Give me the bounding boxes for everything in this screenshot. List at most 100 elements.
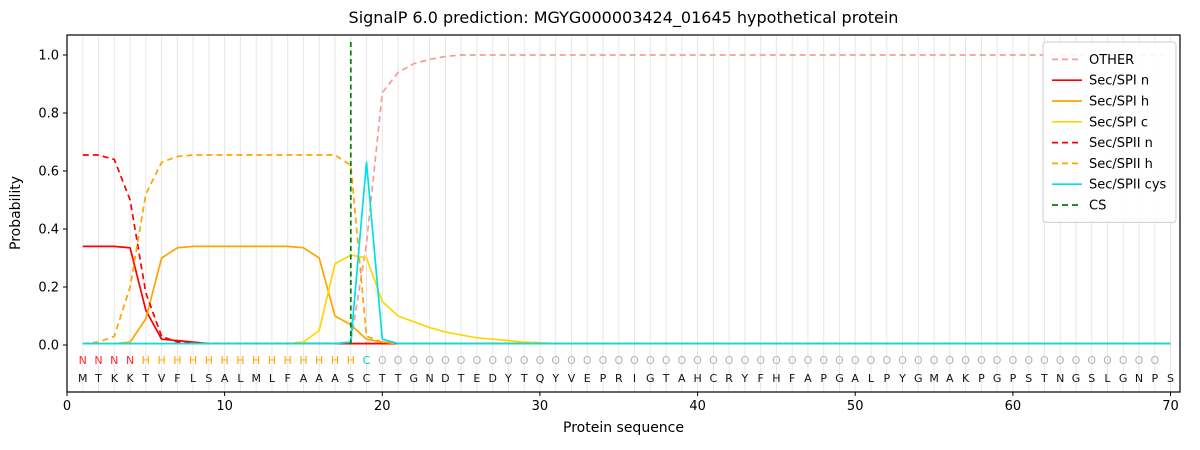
residue-letter: R — [615, 372, 623, 385]
y-tick-label: 0.6 — [38, 165, 59, 180]
series-line-sec-spii-h — [82, 154, 1171, 345]
residue-letter: S — [1088, 372, 1095, 385]
region-letter: O — [1119, 354, 1128, 367]
residue-letter: A — [851, 372, 859, 385]
residue-letter: M — [929, 372, 939, 385]
region-letter: O — [1009, 354, 1018, 367]
residue-letter: H — [693, 372, 701, 385]
residue-letter: T — [457, 372, 465, 385]
residue-letter: A — [804, 372, 812, 385]
region-letter: O — [583, 354, 592, 367]
residue-letter: N — [1135, 372, 1143, 385]
residue-letter: N — [425, 372, 433, 385]
region-letter: N — [94, 354, 102, 367]
residue-letter: L — [1104, 372, 1111, 385]
region-letter: O — [425, 354, 434, 367]
x-tick-label: 20 — [374, 399, 391, 414]
region-letter: O — [409, 354, 418, 367]
residue-letter: M — [78, 372, 88, 385]
residue-letter: K — [962, 372, 970, 385]
region-letter: O — [788, 354, 797, 367]
region-letter: O — [945, 354, 954, 367]
region-letter: O — [504, 354, 513, 367]
residue-letter: P — [978, 372, 985, 385]
series-line-sec-spi-c — [82, 254, 1171, 345]
region-letter: H — [189, 354, 197, 367]
legend-label: Sec/SPI h — [1089, 95, 1149, 110]
residue-letter: S — [205, 372, 212, 385]
residue-letter: L — [269, 372, 276, 385]
region-letter: O — [457, 354, 466, 367]
region-letter: O — [804, 354, 813, 367]
region-letter: O — [1135, 354, 1144, 367]
residue-letter: T — [94, 372, 102, 385]
region-letter: H — [315, 354, 323, 367]
region-letter: O — [882, 354, 891, 367]
axes-border — [66, 34, 1181, 393]
y-axis-label: Probability — [8, 175, 24, 251]
residue-letter: V — [568, 372, 576, 385]
x-tick-label: 70 — [1162, 399, 1179, 414]
residue-letter: P — [820, 372, 827, 385]
residue-letter: T — [394, 372, 402, 385]
legend-label: CS — [1089, 199, 1106, 214]
residue-letter: P — [1010, 372, 1017, 385]
residue-letter: T — [141, 372, 149, 385]
chart-title: SignalP 6.0 prediction: MGYG000003424_01… — [348, 8, 899, 27]
legend-label: OTHER — [1089, 53, 1134, 68]
region-letter: O — [1103, 354, 1112, 367]
legend-label: Sec/SPII cys — [1089, 178, 1167, 193]
residue-letter: D — [488, 372, 496, 385]
x-tick-label: 60 — [1005, 399, 1022, 414]
region-letter: H — [347, 354, 355, 367]
residue-letter: G — [993, 372, 1002, 385]
y-tick-label: 0.8 — [38, 107, 59, 122]
x-tick-label: 30 — [532, 399, 549, 414]
residue-letter: F — [789, 372, 795, 385]
region-letter: O — [898, 354, 907, 367]
region-letter: O — [914, 354, 923, 367]
series-line-sec-spi-h — [82, 245, 1171, 345]
residue-letter: H — [772, 372, 780, 385]
region-letter: O — [709, 354, 718, 367]
region-letter: N — [126, 354, 134, 367]
residue-letter: A — [221, 372, 229, 385]
x-axis-label: Protein sequence — [563, 420, 684, 436]
y-tick-label: 1.0 — [38, 49, 59, 64]
legend-label: Sec/SPI n — [1089, 74, 1149, 89]
residue-letter: P — [883, 372, 890, 385]
y-tick-label: 0.4 — [38, 223, 59, 238]
region-letter: O — [394, 354, 403, 367]
residue-letter: A — [315, 372, 323, 385]
residue-letter: A — [678, 372, 686, 385]
region-letter: O — [819, 354, 828, 367]
region-letter: N — [110, 354, 118, 367]
series-line-other — [82, 54, 1171, 345]
residue-letter: A — [946, 372, 954, 385]
region-letter: H — [205, 354, 213, 367]
region-letter: H — [252, 354, 260, 367]
region-letter: O — [756, 354, 765, 367]
region-letter: H — [173, 354, 181, 367]
x-tick-label: 0 — [63, 399, 71, 414]
residue-letter: F — [758, 372, 764, 385]
region-letter: O — [1040, 354, 1049, 367]
region-letter: O — [725, 354, 734, 367]
region-letter: O — [1024, 354, 1033, 367]
region-letter: O — [1087, 354, 1096, 367]
residue-letter: V — [158, 372, 166, 385]
residue-letter: E — [584, 372, 591, 385]
region-letter: O — [693, 354, 702, 367]
residue-letter: T — [520, 372, 528, 385]
region-letter: O — [961, 354, 970, 367]
x-tick-label: 40 — [689, 399, 706, 414]
region-letter: O — [993, 354, 1002, 367]
y-tick-label: 0.2 — [38, 281, 59, 296]
legend-box — [1042, 41, 1177, 223]
region-letter: O — [614, 354, 623, 367]
region-letter: O — [536, 354, 545, 367]
residue-letter: F — [174, 372, 180, 385]
region-letter: O — [662, 354, 671, 367]
residue-letter: T — [1040, 372, 1048, 385]
residue-letter: I — [633, 372, 636, 385]
